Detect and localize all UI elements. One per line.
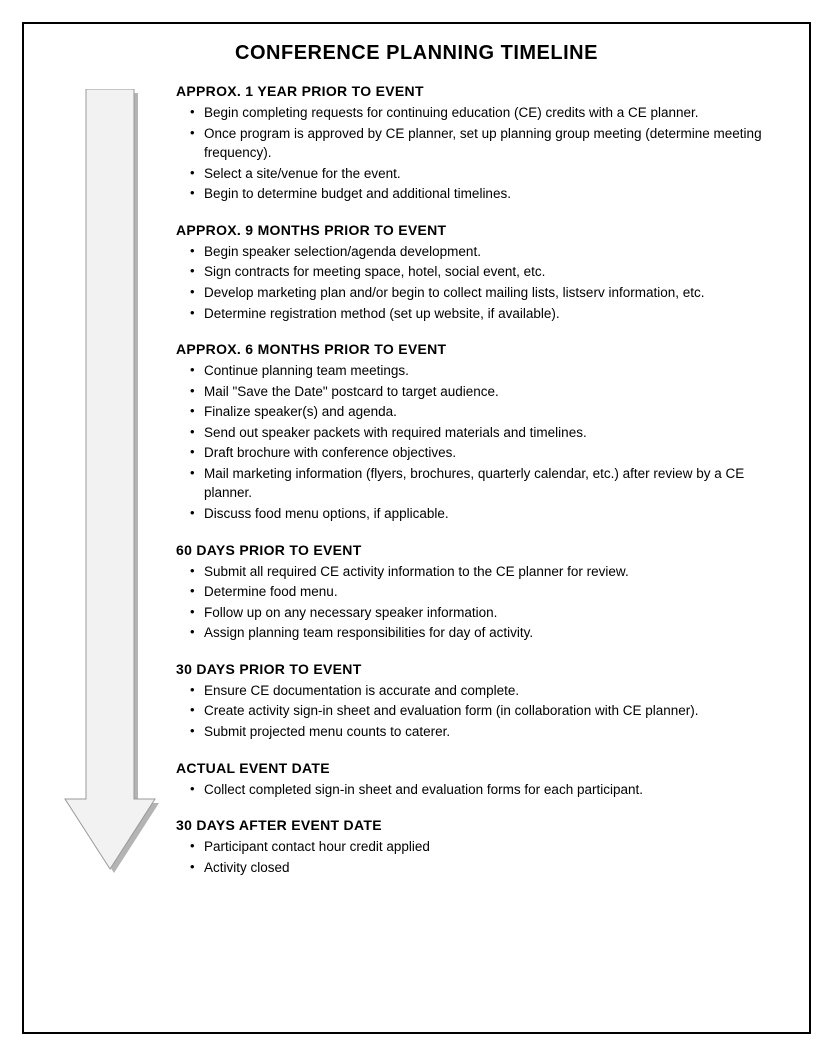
down-arrow-icon xyxy=(60,89,160,879)
list-item: Begin completing requests for continuing… xyxy=(190,103,775,123)
section-heading: APPROX. 1 YEAR PRIOR TO EVENT xyxy=(176,83,775,99)
item-list: Ensure CE documentation is accurate and … xyxy=(176,681,775,742)
list-item: Send out speaker packets with required m… xyxy=(190,423,775,443)
list-item: Once program is approved by CE planner, … xyxy=(190,124,775,163)
section-event-date: ACTUAL EVENT DATE Collect completed sign… xyxy=(176,760,775,800)
list-item: Draft brochure with conference objective… xyxy=(190,443,775,463)
list-item: Collect completed sign-in sheet and eval… xyxy=(190,780,775,800)
list-item: Determine registration method (set up we… xyxy=(190,304,775,324)
item-list: Participant contact hour credit applied … xyxy=(176,837,775,877)
list-item: Submit projected menu counts to caterer. xyxy=(190,722,775,742)
section-heading: 30 DAYS AFTER EVENT DATE xyxy=(176,817,775,833)
list-item: Select a site/venue for the event. xyxy=(190,164,775,184)
section-9-months: APPROX. 9 MONTHS PRIOR TO EVENT Begin sp… xyxy=(176,222,775,323)
list-item: Create activity sign-in sheet and evalua… xyxy=(190,701,775,721)
list-item: Develop marketing plan and/or begin to c… xyxy=(190,283,775,303)
item-list: Submit all required CE activity informat… xyxy=(176,562,775,643)
list-item: Ensure CE documentation is accurate and … xyxy=(190,681,775,701)
list-item: Begin speaker selection/agenda developme… xyxy=(190,242,775,262)
list-item: Sign contracts for meeting space, hotel,… xyxy=(190,262,775,282)
section-heading: ACTUAL EVENT DATE xyxy=(176,760,775,776)
section-heading: APPROX. 9 MONTHS PRIOR TO EVENT xyxy=(176,222,775,238)
document-frame: CONFERENCE PLANNING TIMELINE APPROX. 1 Y… xyxy=(22,22,811,1034)
list-item: Begin to determine budget and additional… xyxy=(190,184,775,204)
list-item: Finalize speaker(s) and agenda. xyxy=(190,402,775,422)
section-30-days: 30 DAYS PRIOR TO EVENT Ensure CE documen… xyxy=(176,661,775,742)
section-1-year: APPROX. 1 YEAR PRIOR TO EVENT Begin comp… xyxy=(176,83,775,204)
list-item: Submit all required CE activity informat… xyxy=(190,562,775,582)
list-item: Continue planning team meetings. xyxy=(190,361,775,381)
list-item: Determine food menu. xyxy=(190,582,775,602)
section-60-days: 60 DAYS PRIOR TO EVENT Submit all requir… xyxy=(176,542,775,643)
sections-container: APPROX. 1 YEAR PRIOR TO EVENT Begin comp… xyxy=(168,83,775,895)
list-item: Participant contact hour credit applied xyxy=(190,837,775,857)
item-list: Continue planning team meetings. Mail "S… xyxy=(176,361,775,524)
page: CONFERENCE PLANNING TIMELINE APPROX. 1 Y… xyxy=(0,0,833,1056)
list-item: Activity closed xyxy=(190,858,775,878)
list-item: Mail "Save the Date" postcard to target … xyxy=(190,382,775,402)
section-30-days-after: 30 DAYS AFTER EVENT DATE Participant con… xyxy=(176,817,775,877)
section-6-months: APPROX. 6 MONTHS PRIOR TO EVENT Continue… xyxy=(176,341,775,524)
list-item: Follow up on any necessary speaker infor… xyxy=(190,603,775,623)
item-list: Begin completing requests for continuing… xyxy=(176,103,775,204)
content-row: APPROX. 1 YEAR PRIOR TO EVENT Begin comp… xyxy=(58,83,775,895)
section-heading: 30 DAYS PRIOR TO EVENT xyxy=(176,661,775,677)
list-item: Discuss food menu options, if applicable… xyxy=(190,504,775,524)
arrow-column xyxy=(58,83,168,879)
list-item: Mail marketing information (flyers, broc… xyxy=(190,464,775,503)
item-list: Collect completed sign-in sheet and eval… xyxy=(176,780,775,800)
list-item: Assign planning team responsibilities fo… xyxy=(190,623,775,643)
section-heading: APPROX. 6 MONTHS PRIOR TO EVENT xyxy=(176,341,775,357)
document-title: CONFERENCE PLANNING TIMELINE xyxy=(58,42,775,65)
section-heading: 60 DAYS PRIOR TO EVENT xyxy=(176,542,775,558)
item-list: Begin speaker selection/agenda developme… xyxy=(176,242,775,323)
